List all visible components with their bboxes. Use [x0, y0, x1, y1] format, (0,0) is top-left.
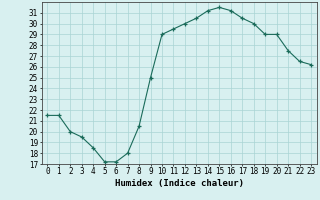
X-axis label: Humidex (Indice chaleur): Humidex (Indice chaleur) — [115, 179, 244, 188]
